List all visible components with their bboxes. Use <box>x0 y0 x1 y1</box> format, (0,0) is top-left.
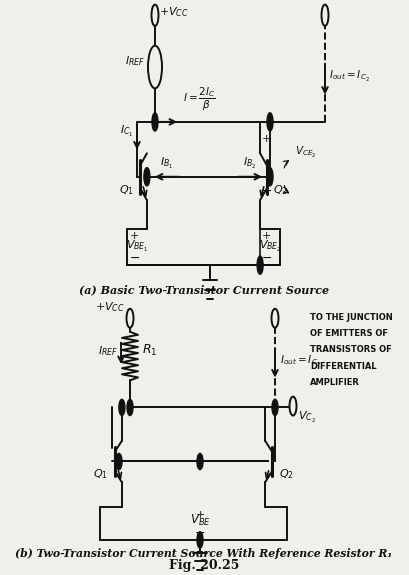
Circle shape <box>151 5 159 26</box>
Circle shape <box>321 5 328 26</box>
Circle shape <box>197 453 203 470</box>
Text: $V_{BE_2}$: $V_{BE_2}$ <box>259 239 281 254</box>
Circle shape <box>152 113 158 131</box>
Text: Fig. 20.25: Fig. 20.25 <box>169 559 239 572</box>
Text: TRANSISTORS OF: TRANSISTORS OF <box>310 345 392 354</box>
Text: $+$: $+$ <box>261 133 271 144</box>
Text: DIFFERENTIAL: DIFFERENTIAL <box>310 362 377 370</box>
Text: $I_{B_2}$: $I_{B_2}$ <box>243 156 257 171</box>
Circle shape <box>148 45 162 89</box>
Text: (b) Two-Transistor Current Source With Reference Resistor R₁: (b) Two-Transistor Current Source With R… <box>16 548 393 559</box>
Text: $+V_{CC}$: $+V_{CC}$ <box>159 5 189 19</box>
Text: $-$: $-$ <box>129 251 140 263</box>
Text: $Q_2$: $Q_2$ <box>273 183 288 197</box>
Text: $V_{CE_2}$: $V_{CE_2}$ <box>295 145 317 160</box>
Text: $Q_2$: $Q_2$ <box>279 467 294 481</box>
Text: $I_{out} = I_{C_2}$: $I_{out} = I_{C_2}$ <box>280 354 321 369</box>
Circle shape <box>127 399 133 416</box>
Circle shape <box>126 309 133 328</box>
Text: $+$: $+$ <box>129 230 139 241</box>
Text: $+$: $+$ <box>195 509 205 520</box>
Text: $Q_1$: $Q_1$ <box>93 467 108 481</box>
Text: $R_1$: $R_1$ <box>142 343 157 358</box>
Text: (a) Basic Two-Transistor Current Source: (a) Basic Two-Transistor Current Source <box>79 285 329 296</box>
Text: $-$: $-$ <box>194 526 206 539</box>
Circle shape <box>267 113 273 131</box>
Text: $I_{B_1}$: $I_{B_1}$ <box>160 156 174 171</box>
Circle shape <box>116 453 122 470</box>
Text: AMPLIFIER: AMPLIFIER <box>310 378 360 387</box>
Circle shape <box>272 399 278 416</box>
Circle shape <box>290 397 297 416</box>
Text: OF EMITTERS OF: OF EMITTERS OF <box>310 329 388 338</box>
Text: TO THE JUNCTION: TO THE JUNCTION <box>310 313 393 322</box>
Circle shape <box>257 256 263 274</box>
Text: $+$: $+$ <box>261 230 271 241</box>
Text: $V_{BE}$: $V_{BE}$ <box>189 513 211 528</box>
Circle shape <box>272 309 279 328</box>
Text: $-$: $-$ <box>261 251 272 263</box>
Text: $-$: $-$ <box>261 184 272 197</box>
Circle shape <box>267 168 273 186</box>
Circle shape <box>144 168 150 186</box>
Circle shape <box>197 532 203 548</box>
Text: $+V_{CC}$: $+V_{CC}$ <box>95 301 125 315</box>
Text: $V_{C_2}$: $V_{C_2}$ <box>298 410 316 425</box>
Text: $I_{REF}$: $I_{REF}$ <box>98 344 118 358</box>
Text: $Q_1$: $Q_1$ <box>119 183 134 197</box>
Text: $V_{BE_1}$: $V_{BE_1}$ <box>126 239 148 254</box>
Text: $I_{REF}$: $I_{REF}$ <box>125 54 145 68</box>
Text: $I = \dfrac{2I_C}{\beta}$: $I = \dfrac{2I_C}{\beta}$ <box>183 86 216 113</box>
Text: $I_{out} = I_{C_2}$: $I_{out} = I_{C_2}$ <box>329 68 370 84</box>
Text: $I_{C_1}$: $I_{C_1}$ <box>120 124 134 139</box>
Circle shape <box>119 399 125 416</box>
